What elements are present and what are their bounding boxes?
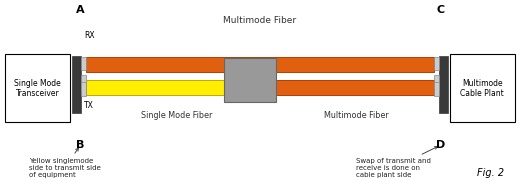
- Text: Multimode Fiber: Multimode Fiber: [224, 16, 296, 25]
- Bar: [72, 56, 81, 113]
- Bar: [439, 56, 448, 113]
- Bar: [434, 57, 439, 71]
- Text: Multimode Fiber: Multimode Fiber: [324, 111, 388, 120]
- Text: RX: RX: [84, 31, 95, 40]
- Text: Multimode
Cable Plant: Multimode Cable Plant: [460, 78, 504, 98]
- Bar: [81, 75, 86, 89]
- Text: C: C: [437, 5, 445, 15]
- Text: Swap of transmit and
receive is done on
cable plant side: Swap of transmit and receive is done on …: [356, 147, 437, 178]
- Text: TX: TX: [84, 101, 94, 110]
- Bar: [81, 57, 86, 71]
- Bar: [86, 57, 434, 72]
- Text: Fig. 2: Fig. 2: [477, 168, 504, 178]
- Bar: [5, 54, 70, 122]
- Bar: [434, 82, 439, 96]
- Bar: [450, 54, 515, 122]
- Text: D: D: [436, 140, 446, 150]
- Bar: [224, 58, 276, 102]
- Bar: [81, 82, 86, 96]
- Text: A: A: [76, 5, 85, 15]
- Text: Single Mode Fiber: Single Mode Fiber: [141, 111, 213, 120]
- Bar: [276, 80, 434, 95]
- Text: B: B: [76, 140, 85, 150]
- Text: Yellow singlemode
side to transmit side
of equipment: Yellow singlemode side to transmit side …: [29, 148, 100, 178]
- Bar: [434, 75, 439, 89]
- Text: Single Mode
Transceiver: Single Mode Transceiver: [15, 78, 61, 98]
- Bar: [86, 80, 224, 95]
